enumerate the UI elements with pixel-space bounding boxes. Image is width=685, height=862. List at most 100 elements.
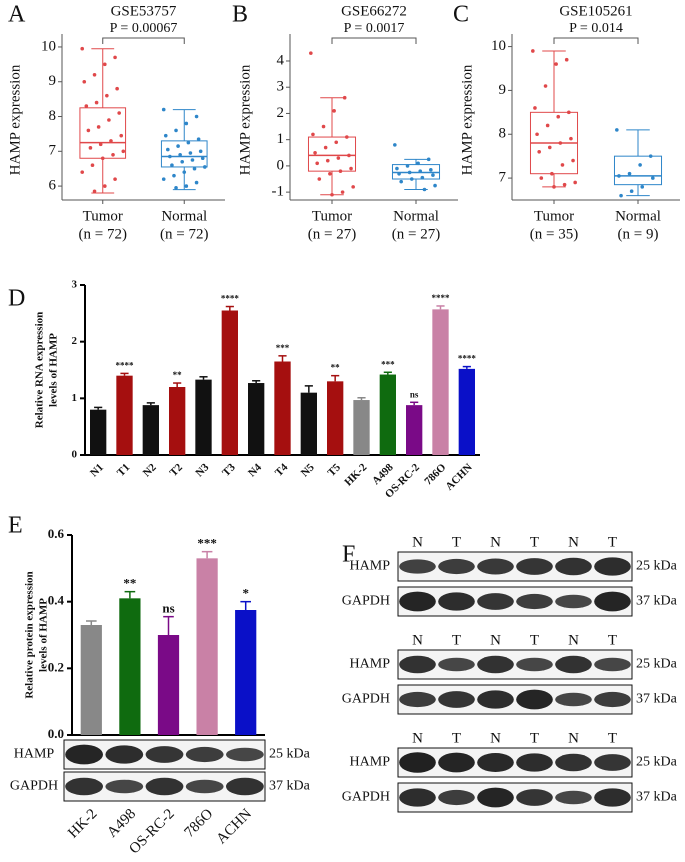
data-point: [399, 179, 403, 184]
y-tick-label: 9: [49, 73, 57, 89]
data-point: [103, 184, 107, 188]
y-tick-label: 7: [499, 170, 507, 186]
bar: [90, 409, 107, 455]
data-point: [393, 143, 397, 147]
box: [79, 107, 127, 159]
data-point: [115, 86, 119, 91]
y-tick-label: 8: [499, 126, 507, 142]
panel-letter: C: [453, 2, 469, 28]
data-point: [531, 49, 535, 53]
data-point: [429, 168, 433, 172]
data-point: [184, 184, 189, 188]
data-point: [407, 170, 412, 175]
blot-protein: HAMP: [350, 755, 391, 770]
panel-letter: D: [8, 286, 25, 312]
x-tick-note: (n = 27): [308, 226, 356, 242]
data-point: [543, 84, 548, 88]
bar: [195, 379, 212, 455]
data-point: [564, 57, 569, 62]
data-point: [198, 149, 203, 154]
data-point: [347, 153, 351, 158]
blot-size: 25 kDa: [636, 559, 678, 574]
p-value: P = 0.014: [569, 21, 623, 36]
lane-label: N: [412, 632, 423, 648]
data-point: [619, 193, 623, 198]
significance-label: ****: [458, 354, 477, 364]
lane-label: T: [452, 632, 461, 648]
blot-band: [145, 746, 184, 763]
blot-band: [516, 593, 553, 610]
data-point: [188, 151, 193, 155]
data-point: [313, 150, 317, 155]
y-tick-label: 1: [277, 131, 285, 147]
bar: [196, 558, 218, 735]
blot-band: [145, 777, 184, 796]
data-point: [573, 180, 577, 185]
bar-chart: 0.0 0.2 0.4 0.6 Relative protein expression l…: [24, 526, 265, 741]
chart-title: GSE105261: [559, 3, 632, 19]
lane-label: N: [490, 632, 501, 648]
y-tick-label: 2: [72, 335, 78, 347]
data-point: [194, 114, 199, 119]
data-point: [86, 128, 91, 133]
bar-chart: 0 1 2 3 Relative RNA expression levels of HAM…: [34, 279, 480, 501]
y-tick-label: 0: [277, 157, 285, 173]
blot-band: [477, 593, 514, 610]
lane-label: T: [452, 730, 461, 746]
blot-frame: [397, 551, 633, 582]
data-point: [96, 125, 101, 129]
y-tick-label: 0.6: [48, 526, 65, 541]
x-tick-note: (n = 72): [79, 226, 127, 242]
blot-band: [516, 753, 553, 772]
data-point: [100, 156, 105, 161]
data-point: [332, 109, 336, 113]
x-tick-label: T5: [326, 461, 344, 479]
blot-band: [477, 752, 514, 773]
blot-band: [555, 692, 592, 707]
significance-label: ****: [116, 360, 135, 370]
data-point: [92, 189, 97, 194]
lane-label: T: [608, 534, 617, 550]
data-point: [80, 46, 85, 51]
p-value: P = 0.0017: [344, 21, 405, 36]
blot-frame: [397, 684, 633, 715]
blot-band: [226, 747, 264, 762]
blot-band: [516, 657, 553, 672]
data-point: [629, 189, 634, 194]
blot-band: [594, 657, 631, 672]
blot-band: [594, 557, 631, 576]
y-axis-label: Relative RNA expression: [34, 312, 46, 429]
lane-label: N: [412, 534, 423, 550]
data-point: [567, 110, 571, 115]
data-point: [163, 133, 168, 138]
blot-frame: [397, 747, 633, 778]
blot-frame: [397, 782, 633, 813]
data-point: [315, 161, 319, 166]
x-tick-label: N1: [88, 461, 106, 479]
significance-bracket: [102, 37, 185, 44]
y-tick-label: 1: [72, 392, 78, 404]
x-tick-label: A498: [104, 806, 139, 841]
data-point: [617, 174, 621, 178]
blot-band: [438, 592, 475, 611]
blot-band: [399, 788, 436, 807]
box: [613, 155, 663, 186]
data-point: [166, 147, 170, 152]
data-point: [547, 145, 552, 150]
data-point: [202, 165, 207, 169]
data-point: [103, 62, 107, 67]
blot-band: [477, 787, 514, 808]
lane-label: T: [530, 632, 539, 648]
x-tick-note: (n = 27): [392, 226, 440, 242]
data-point: [325, 158, 330, 163]
y-tick-label: 3: [277, 79, 285, 95]
y-tick-label: 10: [491, 38, 506, 54]
significance-label: **: [123, 576, 136, 591]
data-point: [113, 177, 117, 181]
blot-band: [399, 691, 436, 708]
data-point: [420, 175, 425, 180]
data-point: [92, 72, 97, 77]
data-point: [552, 185, 556, 189]
bar: [353, 400, 370, 455]
bar: [274, 361, 291, 455]
